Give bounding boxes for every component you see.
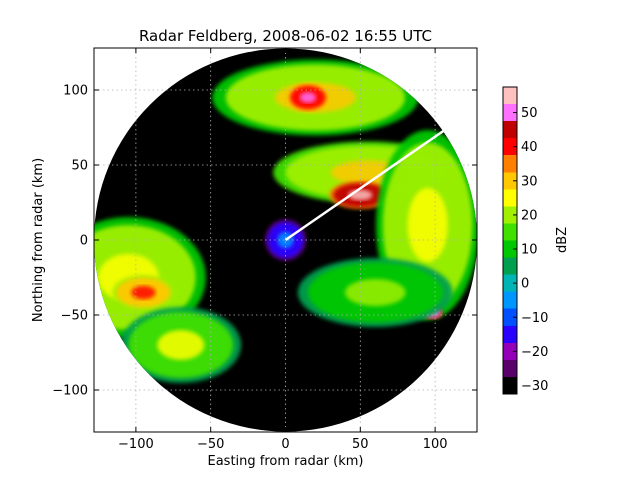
colorbar-label: dBZ bbox=[555, 227, 570, 253]
x-tick-label: 100 bbox=[423, 437, 448, 452]
colorbar-scale bbox=[502, 86, 518, 395]
x-tick-label: 50 bbox=[352, 437, 369, 452]
echo-core bbox=[299, 92, 317, 103]
colorbar-tick-label: −30 bbox=[521, 379, 548, 394]
echo-core bbox=[344, 279, 406, 306]
x-tick-label: −50 bbox=[197, 437, 224, 452]
x-tick-label: −100 bbox=[118, 437, 154, 452]
colorbar-tick-label: 40 bbox=[521, 140, 538, 155]
y-tick-label: 0 bbox=[80, 234, 88, 249]
colorbar-tick-label: −10 bbox=[521, 311, 548, 326]
y-axis-label: Northing from radar (km) bbox=[31, 158, 46, 322]
colorbar-tick-label: 10 bbox=[521, 243, 538, 258]
colorbar-tick-label: 30 bbox=[521, 174, 538, 189]
y-tick-label: 100 bbox=[63, 84, 88, 99]
x-axis-label: Easting from radar (km) bbox=[207, 454, 363, 469]
y-tick-label: −50 bbox=[61, 309, 88, 324]
reflectivity-echoes bbox=[94, 59, 477, 383]
echo-region bbox=[112, 275, 175, 310]
colorbar-tick-label: 20 bbox=[521, 208, 538, 223]
chart-title: Radar Feldberg, 2008-06-02 16:55 UTC bbox=[139, 27, 432, 45]
echo-core bbox=[157, 330, 205, 360]
echo-region bbox=[297, 258, 453, 327]
echo-core bbox=[131, 285, 156, 300]
x-axis: −100 −50 0 50 100 bbox=[118, 48, 448, 452]
y-axis: −100 −50 0 50 100 bbox=[52, 84, 477, 399]
x-tick-label: 0 bbox=[281, 437, 289, 452]
colorbar-tick-label: 50 bbox=[521, 106, 538, 121]
y-tick-label: 50 bbox=[71, 159, 88, 174]
colorbar-tick-label: −20 bbox=[521, 345, 548, 360]
grid bbox=[94, 48, 477, 432]
colorbar: −30 −20 −10 0 10 20 30 40 50 dBZ bbox=[502, 86, 570, 395]
y-tick-label: −100 bbox=[52, 384, 88, 399]
echo-core bbox=[407, 187, 448, 263]
echo-region bbox=[287, 83, 329, 112]
colorbar-ticks: −30 −20 −10 0 10 20 30 40 50 bbox=[513, 106, 548, 394]
annotation-line bbox=[284, 129, 445, 242]
colorbar-tick-label: 0 bbox=[521, 277, 529, 292]
